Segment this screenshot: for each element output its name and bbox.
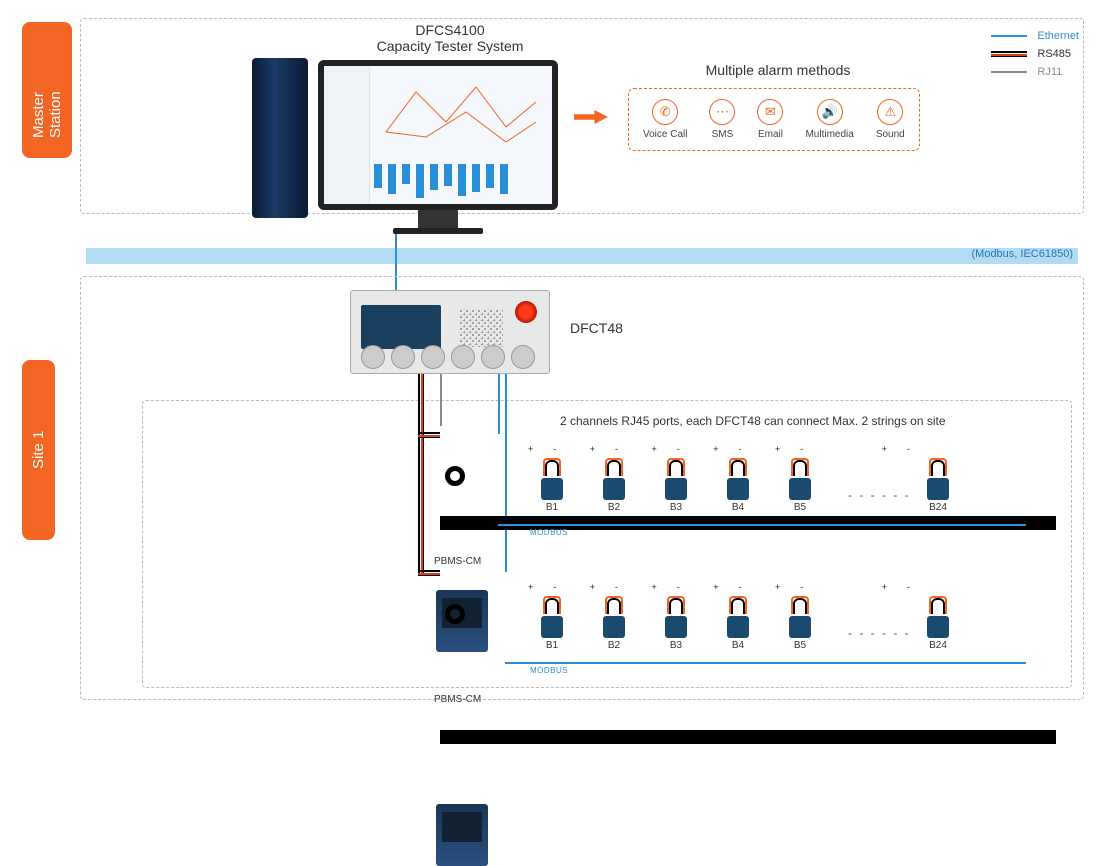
- legend-rs485: RS485: [991, 48, 1079, 60]
- dots-2: - - - - - -: [848, 626, 911, 640]
- dfcs-title-line2: Capacity Tester System: [330, 38, 570, 54]
- rs485-h1: [418, 432, 440, 438]
- sound-icon: ⚠Sound: [876, 99, 905, 140]
- battery-unit: B24: [916, 592, 960, 651]
- eth-b2: [505, 374, 507, 572]
- battery-unit: B5: [778, 592, 822, 651]
- battery-unit: B2: [592, 592, 636, 651]
- pc-monitor: [318, 60, 558, 234]
- battery-unit: B1: [530, 454, 574, 513]
- pbms-cm-2: [436, 804, 488, 866]
- battery-unit: B5: [778, 454, 822, 513]
- rs485-down2: [418, 534, 424, 574]
- site-badge: Site 1: [22, 360, 55, 540]
- pbms-label-1: PBMS-CM: [434, 556, 481, 567]
- phone-icon: ✆Voice Call: [643, 99, 687, 140]
- dfcs-title-line1: DFCS4100: [330, 22, 570, 38]
- pbms-label-2: PBMS-CM: [434, 694, 481, 705]
- protocol-bar-text: (Modbus, IEC61850): [972, 248, 1074, 260]
- battery-unit: B4: [716, 454, 760, 513]
- dashboard-network-icon: [376, 72, 546, 152]
- battery-unit: B3: [654, 592, 698, 651]
- eth-b1: [498, 374, 500, 434]
- modbus-line-2: [505, 662, 1026, 664]
- string2-bar: [440, 730, 1056, 744]
- rj11-line: [440, 374, 442, 426]
- email-icon: ✉Email: [757, 99, 783, 140]
- string2-ct: [445, 604, 465, 624]
- protocol-bar: [86, 248, 1078, 264]
- battery-unit: B1: [530, 592, 574, 651]
- modbus-line-1: [498, 524, 1026, 526]
- dfcs-title: DFCS4100 Capacity Tester System: [330, 22, 570, 54]
- string1-ct: [445, 466, 465, 486]
- battery-unit: B4: [716, 592, 760, 651]
- rs485-down: [418, 374, 424, 534]
- alarm-title: Multiple alarm methods: [628, 62, 928, 78]
- pc-tower: [252, 58, 308, 218]
- modbus-label-2: MODBUS: [530, 666, 568, 675]
- polarity-row-2: + - + - + - + - + - + -: [528, 582, 912, 592]
- battery-unit: B2: [592, 454, 636, 513]
- rj45-note: 2 channels RJ45 ports, each DFCT48 can c…: [560, 414, 946, 428]
- legend-ethernet: Ethernet: [991, 30, 1079, 42]
- battery-unit: B3: [654, 454, 698, 513]
- polarity-row-1: + - + - + - + - + - + -: [528, 444, 912, 454]
- multimedia-icon: 🔊Multimedia: [805, 99, 853, 140]
- rs485-h2: [418, 570, 440, 576]
- alarm-box: ✆Voice Call ⋯SMS ✉Email 🔊Multimedia ⚠Sound: [628, 88, 920, 151]
- dots-1: - - - - - -: [848, 488, 911, 502]
- legend-rj11: RJ11: [991, 66, 1079, 78]
- legend: Ethernet RS485 RJ11: [991, 30, 1079, 84]
- battery-unit: B24: [916, 454, 960, 513]
- modbus-label-1: MODBUS: [530, 528, 568, 537]
- sms-icon: ⋯SMS: [709, 99, 735, 140]
- master-station-badge: Master Station: [22, 22, 72, 158]
